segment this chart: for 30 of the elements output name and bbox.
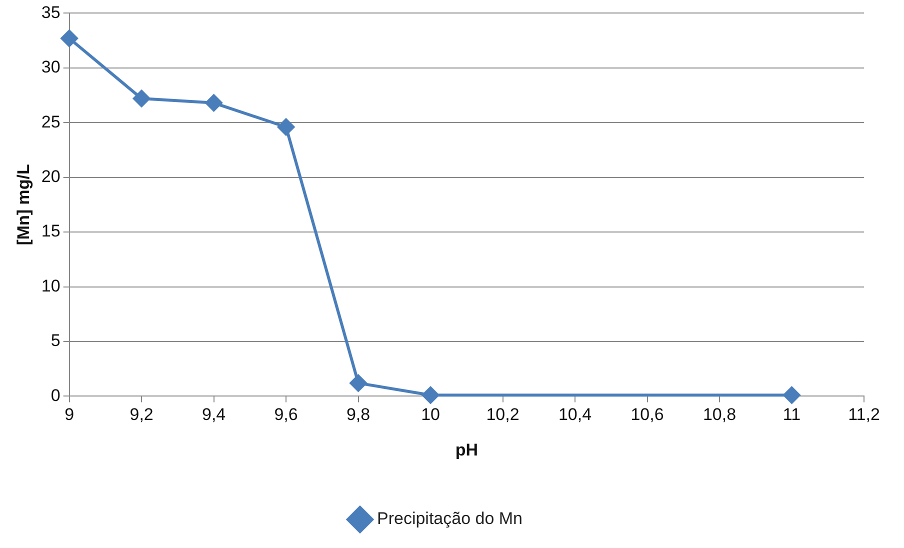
y-tick-label: 25 [41, 112, 60, 132]
y-tick-label: 10 [41, 276, 60, 296]
point [350, 374, 367, 392]
y-tick-label: 20 [41, 167, 60, 186]
y-tick-label: 30 [41, 58, 60, 77]
x-tick-label: 10,8 [702, 405, 736, 424]
x-tick-label: 10,2 [486, 405, 520, 424]
x-tick-label: 9,4 [202, 405, 226, 424]
point [205, 94, 222, 112]
y-axis-title: [Mn] mg/L [14, 164, 33, 246]
y-tick-label: 5 [50, 331, 60, 350]
x-tick-label: 10,6 [630, 405, 664, 424]
x-tick-label: 9,8 [346, 405, 370, 424]
point [60, 30, 78, 47]
y-tick-label: 35 [41, 2, 60, 22]
legend-label: Precipitação do Mn [376, 509, 523, 528]
x-tick-label: 9,6 [274, 405, 298, 424]
x-tick-label: 11 [782, 405, 801, 424]
y-tick-label: 0 [50, 386, 60, 405]
point [783, 386, 800, 404]
y-tick-label: 15 [41, 222, 60, 241]
x-tick-label: 11,2 [848, 405, 880, 424]
x-tick-label: 10,4 [558, 405, 592, 424]
x-tick-label: 9 [64, 405, 74, 424]
point [278, 118, 295, 136]
x-tick-label: 9,2 [130, 405, 154, 424]
point [422, 386, 440, 404]
x-axis-title: pH [455, 440, 478, 460]
point [133, 90, 150, 108]
x-tick-label: 10 [421, 405, 440, 424]
